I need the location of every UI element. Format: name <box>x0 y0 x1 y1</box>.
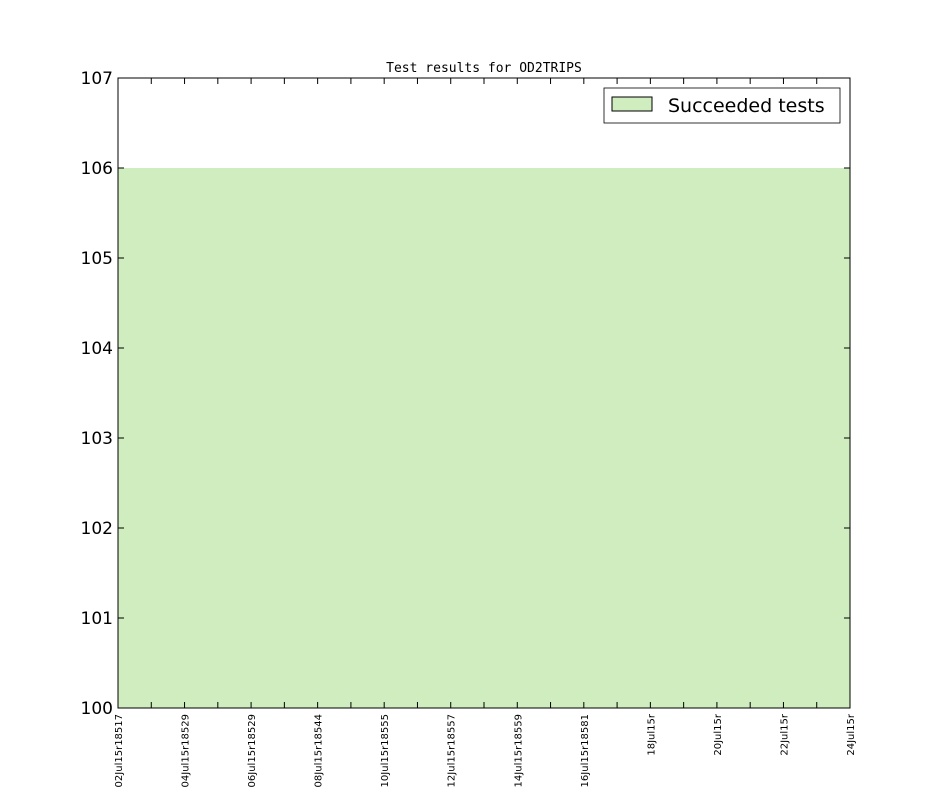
y-tick-label: 106 <box>81 159 113 179</box>
legend-swatch <box>611 96 653 112</box>
x-tick-label: 04Jul15r18529 <box>181 714 192 787</box>
x-tick-label: 10Jul15r18555 <box>380 714 391 787</box>
succeeded-tests-area <box>118 168 850 708</box>
x-tick-label: 06Jul15r18529 <box>247 714 258 787</box>
y-tick-label: 104 <box>81 339 113 359</box>
legend: Succeeded tests <box>603 87 841 124</box>
y-tick-label: 103 <box>81 429 113 449</box>
x-tick-label: 24Jul15r <box>846 713 857 756</box>
x-tick-label: 18Jul15r <box>646 713 657 756</box>
x-tick-label: 16Jul15r18581 <box>580 714 591 787</box>
chart-title: Test results for OD2TRIPS <box>386 61 582 76</box>
y-tick-label: 105 <box>81 249 113 269</box>
x-tick-label: 02Jul15r18517 <box>114 714 125 787</box>
x-tick-label: 14Jul15r18559 <box>513 714 524 787</box>
y-tick-label: 101 <box>81 609 113 629</box>
x-tick-label: 20Jul15r <box>713 713 724 756</box>
y-tick-label: 107 <box>81 69 113 89</box>
y-tick-label: 102 <box>81 519 113 539</box>
x-tick-label: 08Jul15r18544 <box>314 714 325 787</box>
x-tick-label: 22Jul15r <box>779 713 790 756</box>
y-tick-label: 100 <box>81 699 113 719</box>
legend-label: Succeeded tests <box>668 95 825 117</box>
x-tick-label: 12Jul15r18557 <box>447 714 458 787</box>
